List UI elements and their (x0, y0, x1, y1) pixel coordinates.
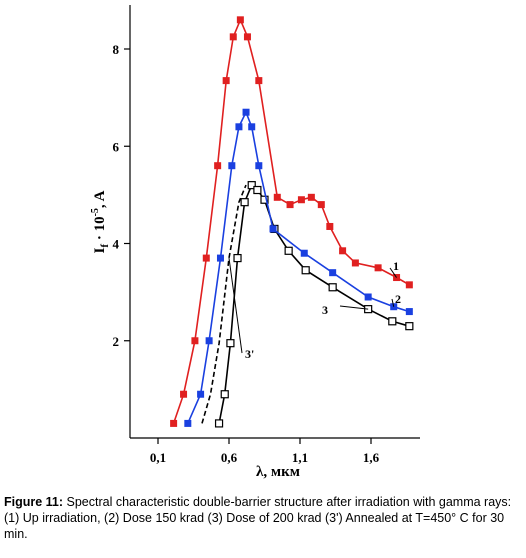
series-1-point (307, 193, 315, 201)
series-1-point (202, 254, 210, 262)
y-tick-label: 2 (113, 334, 120, 349)
series-layer (170, 16, 414, 428)
series-3-point (233, 253, 242, 263)
curve-label-leader (389, 267, 397, 278)
x-tick-label: 1,1 (292, 450, 308, 465)
x-tick-label: 0,6 (221, 450, 238, 465)
series-3-point (226, 339, 235, 348)
y-tick-label: 4 (113, 237, 120, 252)
series-1-point (317, 201, 325, 209)
series-2-point (197, 390, 205, 398)
y-axis-title-sup: -5 (90, 208, 101, 216)
series-1-point (286, 201, 294, 209)
caption-text: Spectral characteristic double-barrier s… (4, 495, 512, 541)
curve-label-2: 2 (395, 292, 401, 306)
series-2-point (242, 108, 250, 116)
series-2-point (205, 337, 213, 345)
x-tick-label: 0,1 (150, 450, 166, 465)
series-1-point (243, 33, 251, 41)
series-line-1 (172, 17, 410, 424)
series-1-point (229, 33, 237, 41)
series-3-point (247, 181, 256, 190)
series-2-point (329, 269, 337, 277)
series-2-point (269, 225, 277, 233)
curve-label-3prime: 3' (245, 347, 254, 361)
y-axis-title-unit: , A (92, 190, 108, 208)
series-2-point (364, 293, 372, 301)
curve-label-leader (391, 298, 395, 307)
series-3-point (301, 266, 310, 275)
series-2-point (255, 162, 263, 170)
series-line-3prime (201, 184, 247, 424)
series-2-point (405, 308, 413, 316)
series-2-point (216, 254, 224, 262)
curve-label-3: 3 (322, 303, 328, 317)
series-1-point (180, 390, 188, 398)
series-1-point (405, 281, 413, 289)
series-1-point (170, 419, 178, 427)
series-1-point (236, 16, 244, 24)
y-axis-title-main: I (92, 247, 108, 253)
curve-label-leader (228, 258, 243, 354)
series-2-point (300, 249, 308, 257)
series-1-point (339, 247, 347, 255)
y-axis-title: If · 10-5, A (90, 190, 111, 253)
curve-label-leader (339, 305, 369, 310)
x-axis-title: λ, мкм (256, 464, 300, 480)
series-3-point (240, 198, 249, 207)
axes (129, 5, 420, 439)
series-3-point (260, 195, 269, 204)
series-2-point (228, 162, 236, 170)
curve-labels: 1 2 3 3' (228, 258, 401, 361)
series-3-point (220, 390, 229, 399)
figure-caption: Figure 11: Spectral characteristic doubl… (4, 494, 522, 542)
series-3-point (328, 283, 337, 292)
series-2-point (248, 123, 256, 131)
series-3-point (253, 185, 262, 195)
series-3-point (388, 317, 397, 326)
series-1-point (374, 264, 382, 272)
curve-label-1: 1 (393, 259, 399, 273)
ticks: 0,1 0,6 1,1 1,6 2 4 6 8 (113, 42, 380, 465)
series-1-point (255, 77, 263, 85)
caption-label: Figure 11: (4, 495, 64, 509)
y-axis-title-sub: f (99, 244, 111, 248)
series-1-point (191, 337, 199, 345)
series-line-3 (218, 183, 410, 424)
series-3-point (405, 322, 414, 331)
y-axis-title-mid: · 10 (92, 216, 108, 244)
series-3-point (284, 246, 293, 255)
series-1-point (326, 222, 334, 230)
spectral-chart: 0,1 0,6 1,1 1,6 2 4 6 8 1 2 3 3' λ, мкм If · 10-5,… (90, 5, 420, 480)
y-tick-label: 8 (113, 42, 120, 57)
series-3-point (214, 419, 224, 428)
series-1-point (222, 77, 230, 85)
y-tick-label: 6 (113, 139, 120, 154)
series-2-point (184, 419, 192, 427)
series-1-point (273, 193, 281, 201)
x-tick-label: 1,6 (363, 450, 380, 465)
series-1-point (214, 162, 222, 170)
series-1-point (297, 196, 305, 204)
series-1-point (351, 259, 359, 267)
series-2-point (235, 123, 243, 131)
